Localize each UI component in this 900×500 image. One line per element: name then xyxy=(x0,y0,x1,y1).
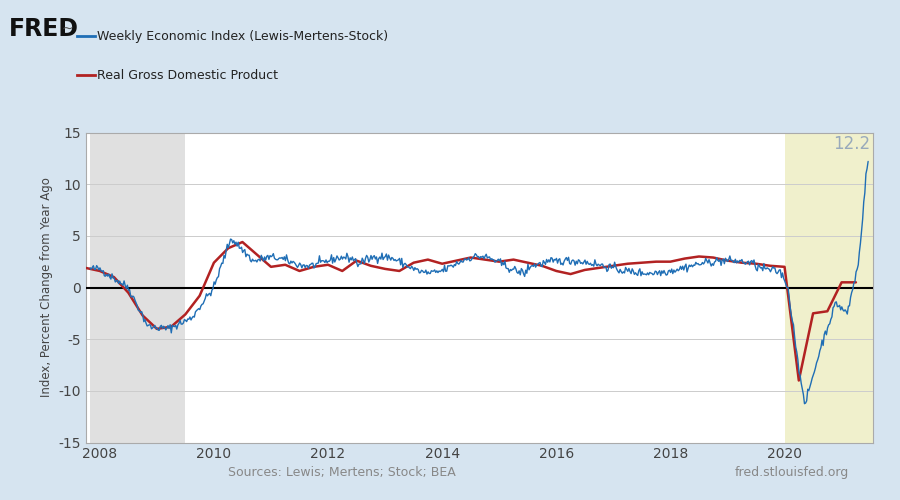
Text: Sources: Lewis; Mertens; Stock; BEA: Sources: Lewis; Mertens; Stock; BEA xyxy=(228,466,456,479)
Text: fred.stlouisfed.org: fred.stlouisfed.org xyxy=(735,466,849,479)
Y-axis label: Index, Percent Change from Year Ago: Index, Percent Change from Year Ago xyxy=(40,178,52,398)
Text: Weekly Economic Index (Lewis-Mertens-Stock): Weekly Economic Index (Lewis-Mertens-Sto… xyxy=(97,30,388,43)
Text: FRED: FRED xyxy=(9,16,79,40)
Text: Real Gross Domestic Product: Real Gross Domestic Product xyxy=(97,69,278,82)
Bar xyxy=(785,132,873,442)
Bar xyxy=(90,132,185,442)
Text: 12.2: 12.2 xyxy=(833,135,870,153)
Text: ~: ~ xyxy=(61,22,73,36)
